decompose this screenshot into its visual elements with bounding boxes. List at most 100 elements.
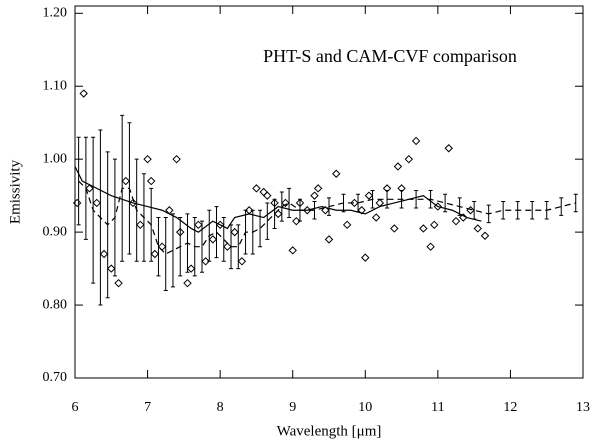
- diamond-marker: [150, 249, 160, 259]
- x-tick-label: 11: [431, 400, 444, 415]
- error-bar: [163, 217, 168, 291]
- error-bar: [272, 198, 277, 229]
- diamond-marker: [143, 154, 152, 164]
- error-bar: [399, 190, 404, 209]
- diamond-marker: [357, 206, 366, 215]
- diamond-marker: [361, 253, 370, 262]
- x-tick-label: 7: [144, 400, 151, 415]
- diamond-marker: [404, 154, 414, 164]
- error-bar: [207, 209, 212, 262]
- diamond-marker: [252, 184, 261, 193]
- error-bar: [501, 200, 506, 220]
- y-tick-label: 1.10: [43, 78, 68, 93]
- error-bar: [229, 224, 234, 270]
- error-bar: [341, 193, 346, 213]
- error-bar: [327, 197, 331, 216]
- diamond-marker: [146, 176, 156, 186]
- y-axis-label: Emissivity: [7, 159, 23, 224]
- annotation: PHT-S and CAM-CVF comparison: [263, 46, 517, 66]
- error-bar: [178, 217, 183, 277]
- error-bar: [221, 217, 226, 262]
- diamond-marker: [350, 198, 359, 208]
- x-tick-label: 9: [289, 400, 296, 415]
- error-bar: [287, 187, 292, 219]
- diamond-marker: [72, 198, 82, 208]
- diamond-marker: [342, 220, 352, 230]
- diamond-marker: [92, 198, 101, 208]
- error-bar: [414, 190, 419, 209]
- error-bar: [356, 193, 361, 213]
- diamond-marker: [183, 278, 192, 288]
- error-bar: [149, 187, 154, 262]
- diamond-marker: [223, 242, 232, 251]
- error-bar: [486, 204, 491, 224]
- error-bar: [98, 129, 103, 306]
- diamond-marker: [194, 220, 203, 230]
- error-bar: [141, 173, 146, 262]
- error-bar: [243, 209, 248, 255]
- diamond-marker: [237, 257, 247, 266]
- diamond-marker: [230, 227, 239, 237]
- x-tick-label: 13: [576, 400, 590, 415]
- diamond-marker: [324, 235, 334, 244]
- diamond-marker: [273, 209, 283, 219]
- diamond-marker: [121, 176, 131, 186]
- error-bar: [573, 193, 578, 213]
- diamond-marker: [281, 198, 290, 208]
- error-bar: [127, 122, 132, 255]
- dashed-line: [78, 180, 576, 255]
- x-tick-label: 12: [503, 400, 517, 415]
- diamond-marker: [259, 187, 268, 197]
- diamond-marker: [172, 154, 181, 164]
- diamond-marker: [419, 224, 428, 233]
- error-bar: [76, 136, 81, 226]
- diamond-marker: [107, 264, 116, 273]
- diamond-marker: [79, 89, 88, 98]
- diamond-marker: [364, 191, 374, 200]
- plot-frame: [74, 5, 584, 379]
- error-bar: [258, 209, 263, 248]
- diamond-marker: [136, 220, 145, 230]
- y-tick-label: 0.80: [43, 297, 68, 312]
- diamond-marker: [332, 169, 341, 178]
- diamond-marker: [480, 231, 490, 240]
- diamond-marker: [473, 224, 482, 233]
- error-bar: [428, 190, 433, 209]
- error-bar: [105, 151, 110, 299]
- error-bar: [214, 206, 219, 259]
- diamond-marker: [208, 235, 218, 244]
- diamond-marker: [310, 191, 319, 200]
- diamond-marker: [321, 206, 330, 215]
- diamond-marker: [85, 184, 94, 193]
- error-bar: [250, 209, 255, 255]
- error-bar: [515, 200, 520, 220]
- error-bar: [544, 200, 549, 220]
- diamond-marker: [393, 162, 403, 171]
- x-tick-label: 10: [358, 400, 372, 415]
- error-bar: [192, 217, 197, 277]
- diamond-marker: [411, 136, 421, 146]
- diamond-marker: [466, 206, 475, 215]
- error-bar: [370, 190, 375, 209]
- error-bar: [236, 224, 241, 270]
- error-bar: [559, 197, 564, 216]
- diamond-marker: [201, 257, 210, 266]
- error-bar: [83, 136, 88, 240]
- error-bar: [91, 136, 96, 284]
- error-bar: [112, 158, 117, 277]
- error-bar: [443, 193, 448, 213]
- diamond-marker: [371, 213, 381, 222]
- diamond-marker: [157, 242, 167, 251]
- error-bar: [312, 200, 317, 220]
- error-bar: [457, 197, 462, 216]
- diamond-marker: [451, 216, 461, 226]
- error-bar: [279, 191, 284, 222]
- diamond-marker: [426, 242, 435, 251]
- error-bar: [156, 217, 161, 277]
- diamond-marker: [292, 216, 301, 226]
- error-bar: [185, 213, 190, 273]
- error-bar: [134, 158, 139, 262]
- error-bar: [120, 114, 125, 262]
- error-bar: [472, 200, 477, 220]
- diamond-marker: [99, 249, 109, 259]
